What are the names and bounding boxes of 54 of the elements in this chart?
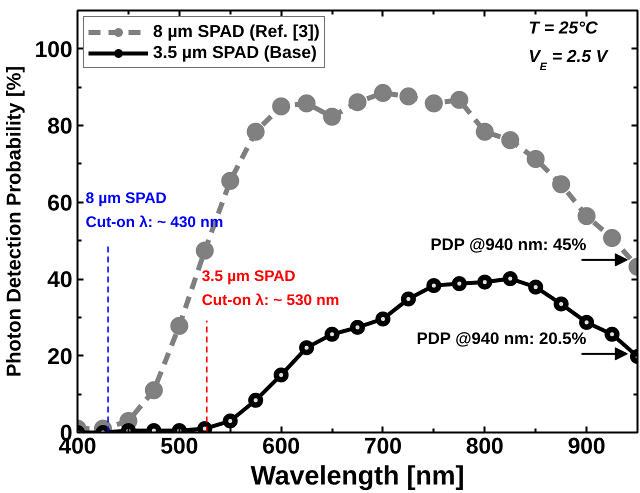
point — [248, 392, 264, 408]
point — [399, 87, 418, 106]
point — [274, 367, 289, 382]
point — [526, 150, 545, 168]
point — [374, 84, 392, 102]
point — [426, 278, 442, 294]
point — [299, 340, 314, 356]
point — [579, 314, 594, 330]
x-tick-label: 700 — [364, 432, 402, 458]
point — [323, 108, 342, 126]
ref-line-label: 8 µm SPAD Cut-on λ: ~ 430 nm — [86, 190, 224, 232]
point — [477, 274, 492, 290]
point — [298, 94, 316, 112]
y-axis-title: Photon Detection Probability [%] — [4, 66, 26, 378]
x-tick-label: 800 — [466, 432, 504, 458]
annotation: PDP @940 nm: 20.5% — [416, 329, 586, 348]
point — [452, 276, 467, 292]
y-tick-label: 60 — [47, 189, 72, 216]
point — [528, 280, 544, 295]
point — [170, 316, 188, 335]
point — [604, 326, 620, 342]
point — [324, 326, 340, 342]
point — [272, 97, 290, 116]
point — [501, 131, 520, 150]
point — [222, 414, 238, 428]
y-tick-label: 80 — [47, 112, 72, 139]
point — [450, 90, 468, 109]
point — [603, 229, 622, 247]
x-tick-label: 900 — [568, 432, 606, 458]
point — [350, 320, 365, 335]
x-axis-title: Wavelength [nm] — [250, 460, 464, 490]
ref-line-label: 3.5 µm SPAD Cut-on λ: ~ 530 nm — [202, 268, 340, 310]
legend-label: 3.5 µm SPAD (Base) — [153, 42, 317, 63]
point — [221, 172, 240, 190]
point — [348, 93, 366, 112]
y-tick-label: 40 — [47, 266, 72, 292]
annotation: PDP @940 nm: 45% — [430, 235, 586, 254]
point — [502, 271, 518, 286]
point — [552, 175, 570, 194]
y-tick-label: 100 — [34, 36, 73, 62]
point — [400, 292, 416, 306]
x-tick-label: 600 — [262, 432, 300, 458]
point — [375, 311, 390, 326]
x-tick-label: 500 — [160, 432, 198, 458]
point — [424, 94, 443, 112]
y-tick-label: 20 — [47, 342, 72, 369]
point — [554, 296, 569, 312]
point — [246, 122, 265, 141]
point — [144, 381, 163, 400]
point — [196, 242, 214, 260]
legend-label: 8 µm SPAD (Ref. [3]) — [153, 21, 320, 42]
point — [578, 207, 596, 226]
annotation: T = 25°C — [528, 17, 598, 38]
point — [476, 122, 494, 141]
